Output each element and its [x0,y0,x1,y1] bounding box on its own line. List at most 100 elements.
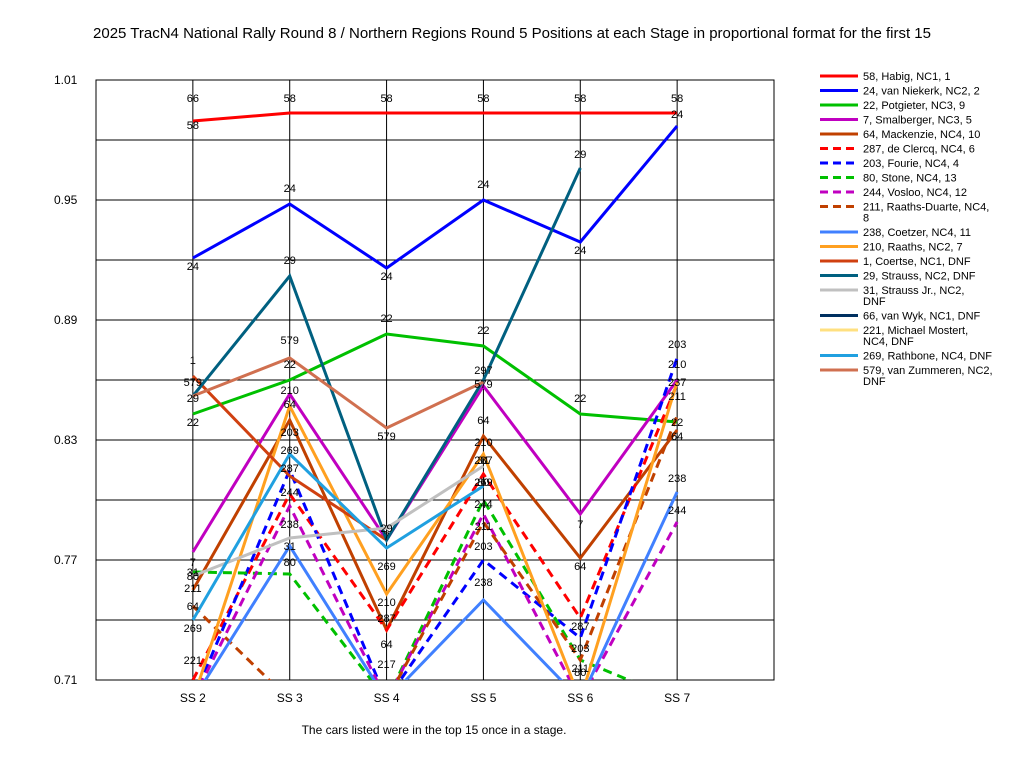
point-label: 244 [281,487,299,499]
legend-item-1: 1, Coertse, NC1, DNF [820,256,971,268]
axes: 1.01 0.95 0.89 0.83 0.77 0.71 SS 2 SS 3 SS 4 SS 5… [54,73,775,705]
series-line-579 [192,356,485,430]
series-line-203 [199,357,679,680]
point-label: 29 [380,523,392,535]
point-label: 22 [477,325,489,337]
point-label: 64 [574,561,586,573]
point-label: 269 [281,445,299,457]
y-tick-label: 0.89 [54,313,78,327]
legend-label: 211, Raaths-Duarte, NC4, 8 [863,202,989,225]
point-label: 58 [477,93,489,105]
legend-item-29: 29, Strauss, NC2, DNF [820,271,976,283]
y-tick-label: 0.83 [54,433,78,447]
point-label: 210 [377,597,395,609]
legend-label: 203, Fourie, NC4, 4 [863,158,959,170]
point-label: 210 [281,385,299,397]
point-label: 22 [574,393,586,405]
legend-label: 221, Michael Mostert, NC4, DNF [863,325,968,348]
point-label: 24 [284,183,296,195]
legend-item-579: 579, van Zummeren, NC2, DNF [820,365,993,388]
point-label: 238 [281,519,299,531]
point-label: 237 [668,377,686,389]
series-line-7 [191,379,679,553]
point-label: 269 [184,623,202,635]
point-label: 244 [668,505,686,517]
legend-item-269: 269, Rathbone, NC4, DNF [820,351,992,363]
point-label: 58 [284,93,296,105]
legend-label: 66, van Wyk, NC1, DNF [863,311,981,323]
point-label: 579 [184,377,202,389]
point-label: 58 [187,120,199,132]
point-label: 31 [477,455,489,467]
point-labels: 66 58 58 58 58 58 58 24 24 24 24 24 24 29 29 579 22 22 22 2… [184,93,687,679]
series-line-244 [201,502,679,680]
legend-label: 29, Strauss, NC2, DNF [863,271,976,283]
point-label: 269 [377,561,395,573]
legend-label: 64, Mackenzie, NC4, 10 [863,129,980,141]
point-label: 58 [574,93,586,105]
legend-label: 269, Rathbone, NC4, DNF [863,351,992,363]
point-label: 22 [284,359,296,371]
legend-item-31: 31, Strauss Jr., NC2, DNF [820,285,968,308]
x-tick-label: SS 6 [567,691,593,705]
legend-label: 22, Potgieter, NC3, 9 [863,100,965,112]
legend-label: 244, Vosloo, NC4, 12 [863,187,967,199]
point-label: 211 [184,583,202,595]
legend-item-22: 22, Potgieter, NC3, 9 [820,100,965,112]
point-label: 31 [284,541,296,553]
point-label: 244 [474,499,492,511]
point-label: 64 [284,399,296,411]
x-tick-label: SS 2 [180,691,206,705]
legend-item-211: 211, Raaths-Duarte, NC4, 8 [820,202,989,225]
legend-label: 579, van Zummeren, NC2, DNF [863,365,993,388]
series-line-22 [192,332,678,424]
series-line-269 [191,451,485,621]
y-tick-label: 0.77 [54,553,78,567]
point-label: 287 [281,463,299,475]
point-label: 80 [284,557,296,569]
point-label: 203 [474,541,492,553]
point-label: 24 [187,261,199,273]
point-label: 7 [190,557,196,569]
chart-title: 2025 TracN4 National Rally Round 8 / Nor… [93,25,931,42]
point-label: 297 [474,365,492,377]
legend-item-210: 210, Raaths, NC2, 7 [820,242,963,254]
point-label: 210 [474,437,492,449]
series-line-287 [191,383,679,680]
series-layer [191,111,679,680]
point-label: 80 [477,477,489,489]
point-label: 64 [477,415,489,427]
point-label: 24 [574,245,586,257]
y-tick-label: 0.71 [54,673,78,687]
point-label: 203 [668,339,686,351]
point-label: 24 [477,179,489,191]
point-label: 58 [380,93,392,105]
point-label: 287 [474,455,492,467]
series-line-64 [191,416,679,634]
series-line-29 [191,167,582,544]
point-label: 24 [380,271,392,283]
point-label: 29 [284,255,296,267]
point-label: 29 [187,393,199,405]
legend-label: 80, Stone, NC4, 13 [863,173,957,185]
point-label: 579 [281,335,299,347]
x-tick-label: SS 3 [277,691,303,705]
chart-footnote: The cars listed were in the top 15 once … [302,723,567,737]
point-label: 80 [187,571,199,583]
legend-item-7: 7, Smalberger, NC3, 5 [820,115,972,127]
point-label: 24 [671,109,683,121]
point-label: 217 [377,659,395,671]
legend-label: 24, van Niekerk, NC2, 2 [863,86,980,98]
point-label: 287 [377,613,395,625]
point-label: 7 [384,531,390,543]
legend-label: 1, Coertse, NC1, DNF [863,256,971,268]
legend-label: 210, Raaths, NC2, 7 [863,242,963,254]
point-label: 211 [572,663,590,675]
point-label: 238 [668,473,686,485]
point-label: 221 [184,655,202,667]
series-line-58 [192,111,678,123]
point-label: 64 [671,431,683,443]
legend-label: 287, de Clercq, NC4, 6 [863,144,975,156]
legend-item-24: 24, van Niekerk, NC2, 2 [820,86,980,98]
